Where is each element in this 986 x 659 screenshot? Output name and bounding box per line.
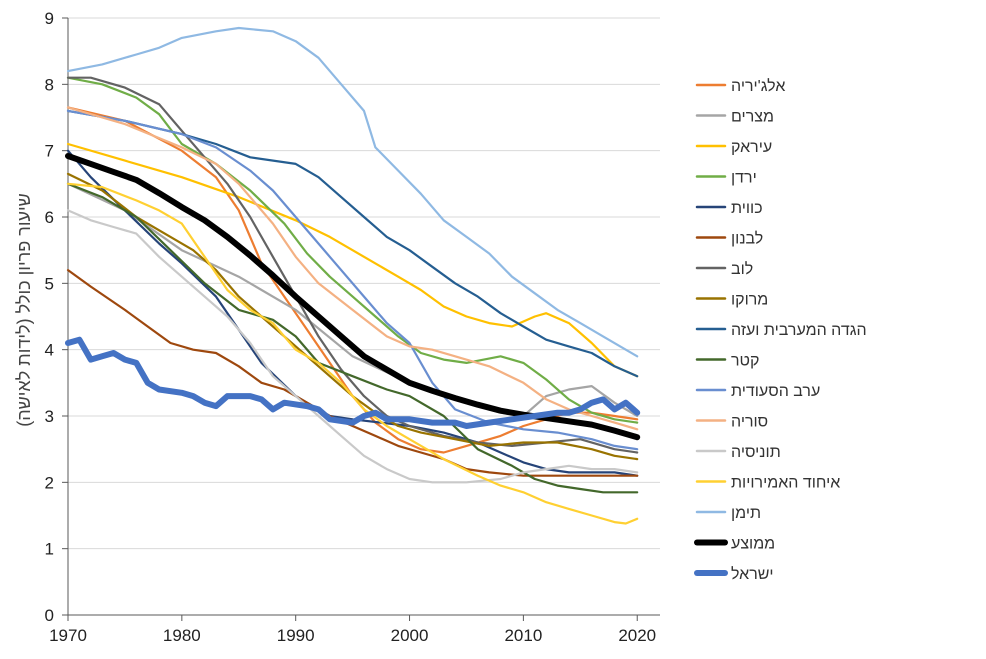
series-line-13 bbox=[66, 182, 639, 525]
legend-label: לוב bbox=[731, 260, 753, 278]
legend-label: ישראל bbox=[731, 565, 774, 583]
x-tick-label: 2000 bbox=[391, 626, 429, 645]
legend-label: עיראק bbox=[731, 139, 772, 156]
series-layer bbox=[65, 26, 641, 525]
y-tick-label: 4 bbox=[45, 341, 54, 360]
series-line-7 bbox=[66, 172, 639, 461]
series-line-8 bbox=[66, 109, 639, 378]
y-tick-label: 0 bbox=[45, 606, 54, 625]
y-tick-label: 5 bbox=[45, 274, 54, 293]
y-tick-label: 1 bbox=[45, 540, 54, 559]
legend-label: מרוקו bbox=[731, 292, 768, 309]
axes-layer bbox=[62, 17, 660, 621]
grid-layer bbox=[68, 17, 660, 550]
legend-label: קטר bbox=[731, 353, 759, 370]
series-line-14 bbox=[66, 26, 639, 358]
x-tick-label: 1990 bbox=[277, 626, 315, 645]
legend-label: תימן bbox=[731, 505, 761, 522]
series-line-10 bbox=[66, 109, 639, 451]
y-tick-label: 3 bbox=[45, 407, 54, 426]
x-tick-label: 1980 bbox=[163, 626, 201, 645]
legend-label: תוניסיה bbox=[731, 444, 781, 461]
legend-label: ערב הסעודית bbox=[731, 383, 820, 400]
y-tick-label: 8 bbox=[45, 75, 54, 94]
series-line-6 bbox=[66, 76, 639, 454]
series-line-9 bbox=[66, 182, 639, 494]
legend-label: מצרים bbox=[731, 109, 774, 126]
legend-label: ירדן bbox=[731, 170, 757, 187]
series-line-2 bbox=[66, 142, 639, 378]
legend-label: אלג'יריה bbox=[731, 77, 785, 95]
legend-label: סוריה bbox=[731, 414, 768, 431]
y-axis-title: שיעור פריון כולל (לידות לאישה) bbox=[14, 193, 34, 427]
legend-label: הגדה המערבית ועזה bbox=[731, 322, 867, 339]
y-tick-label: 9 bbox=[45, 9, 54, 28]
x-tick-label: 2010 bbox=[504, 626, 542, 645]
legend-label: ממוצע bbox=[731, 536, 775, 553]
legend-label: לבנון bbox=[731, 230, 763, 248]
series-line-11 bbox=[66, 106, 639, 431]
series-line-16 bbox=[65, 336, 641, 429]
x-tick-label: 2020 bbox=[618, 626, 656, 645]
legend-label: איחוד האמירויות bbox=[731, 475, 840, 492]
legend: אלג'יריה מצרים עיראק ירדן כווית לבנון לוב מרוקו… bbox=[694, 77, 867, 583]
y-tick-label: 7 bbox=[45, 142, 54, 161]
ticks-layer: 0 1 2 3 4 5 6 7 8 9 1970 1980 1990 2000 2010 2020 bbox=[45, 9, 657, 645]
series-line-3 bbox=[66, 76, 639, 424]
y-tick-label: 2 bbox=[45, 473, 54, 492]
y-tick-label: 6 bbox=[45, 208, 54, 227]
series-line-12 bbox=[66, 209, 639, 484]
x-tick-label: 1970 bbox=[49, 626, 87, 645]
legend-label: כווית bbox=[731, 200, 763, 217]
